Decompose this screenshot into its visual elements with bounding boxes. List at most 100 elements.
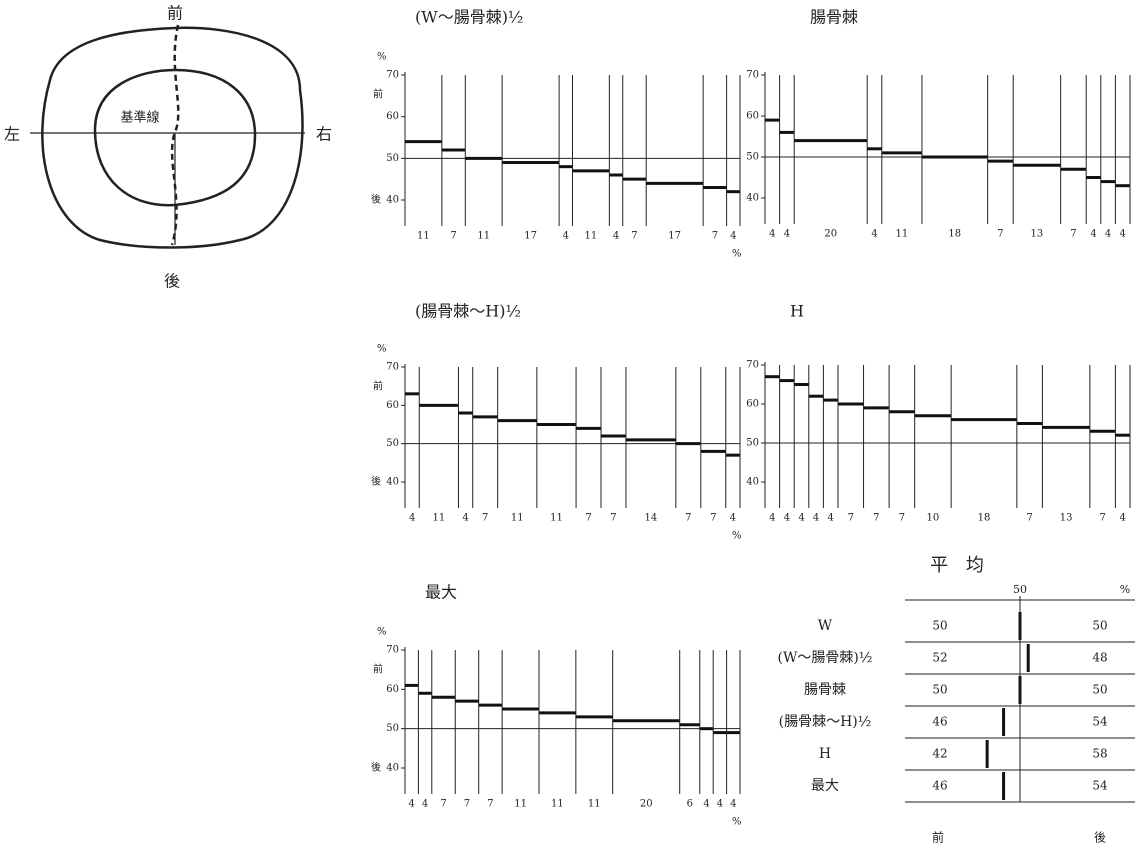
front-axis-label: 前 bbox=[373, 88, 383, 101]
width-label: 7 bbox=[585, 513, 591, 524]
back-axis-label: 後 bbox=[371, 193, 381, 206]
width-label: 4 bbox=[613, 231, 619, 242]
chart-title: (腸骨棘～H)½ bbox=[415, 302, 521, 321]
width-label: 4 bbox=[703, 799, 709, 810]
back-axis-label: 後 bbox=[371, 761, 381, 774]
width-label: 11 bbox=[896, 229, 909, 240]
width-label: 7 bbox=[710, 513, 716, 524]
chart-title: 最大 bbox=[425, 583, 457, 602]
width-label: 7 bbox=[464, 799, 470, 810]
row-label: H bbox=[819, 746, 831, 762]
front-value: 46 bbox=[932, 779, 947, 793]
width-label: 4 bbox=[462, 513, 468, 524]
chart-title: 腸骨棘 bbox=[810, 8, 858, 27]
width-label: 10 bbox=[927, 513, 940, 524]
y-tick-label: 50 bbox=[746, 152, 759, 163]
width-label: 4 bbox=[784, 513, 790, 524]
front-axis-label: 前 bbox=[373, 380, 383, 393]
width-label: 7 bbox=[873, 513, 879, 524]
width-label: 14 bbox=[645, 513, 658, 524]
front-value: 50 bbox=[932, 683, 947, 697]
y-tick-label: 70 bbox=[746, 360, 759, 371]
left-label: 左 bbox=[4, 125, 20, 144]
y-tick-label: 50 bbox=[386, 723, 399, 734]
back-axis-label: 後 bbox=[371, 475, 381, 488]
back-value: 48 bbox=[1092, 651, 1107, 665]
y-unit: % bbox=[377, 52, 387, 63]
front-footer: 前 bbox=[932, 830, 944, 845]
front-value: 52 bbox=[932, 651, 947, 665]
width-label: 4 bbox=[1120, 513, 1126, 524]
width-label: 4 bbox=[784, 229, 790, 240]
inner-contour bbox=[93, 68, 257, 207]
row-label: W bbox=[818, 618, 833, 634]
back-value: 58 bbox=[1092, 747, 1107, 761]
width-label: 11 bbox=[432, 513, 445, 524]
right-label: 右 bbox=[316, 125, 332, 144]
outer-contour bbox=[41, 26, 304, 249]
x-unit: % bbox=[732, 817, 742, 828]
width-label: 7 bbox=[899, 513, 905, 524]
width-label: 4 bbox=[563, 231, 569, 242]
width-label: 4 bbox=[1105, 229, 1111, 240]
back-value: 54 bbox=[1092, 715, 1108, 729]
average-title: 平 均 bbox=[930, 555, 990, 576]
baseline-curve bbox=[170, 24, 180, 246]
baseline-label: 基準線 bbox=[120, 110, 159, 126]
y-tick-label: 60 bbox=[386, 684, 399, 695]
width-label: 4 bbox=[409, 799, 415, 810]
y-unit: % bbox=[377, 627, 387, 638]
x-unit: % bbox=[732, 531, 742, 542]
front-label: 前 bbox=[167, 4, 183, 23]
row-label: 最大 bbox=[811, 778, 839, 794]
y-tick-label: 60 bbox=[746, 399, 759, 410]
width-label: 20 bbox=[640, 799, 653, 810]
width-label: 4 bbox=[813, 513, 819, 524]
row-label: (W～腸骨棘)½ bbox=[778, 650, 873, 666]
y-tick-label: 50 bbox=[386, 153, 399, 164]
width-label: 7 bbox=[610, 513, 616, 524]
y-unit: % bbox=[377, 344, 387, 355]
width-label: 4 bbox=[1090, 229, 1096, 240]
tick-label: 50 bbox=[1013, 583, 1027, 596]
width-label: 7 bbox=[450, 231, 456, 242]
cross-section bbox=[30, 24, 305, 249]
y-tick-label: 40 bbox=[746, 477, 759, 488]
y-tick-label: 70 bbox=[386, 645, 399, 656]
width-label: 4 bbox=[730, 513, 736, 524]
width-label: 11 bbox=[585, 231, 598, 242]
width-label: 13 bbox=[1060, 513, 1073, 524]
width-label: 4 bbox=[769, 513, 775, 524]
row-label: 腸骨棘 bbox=[804, 682, 846, 698]
y-tick-label: 60 bbox=[386, 400, 399, 411]
y-tick-label: 40 bbox=[386, 763, 399, 774]
width-label: 7 bbox=[440, 799, 446, 810]
front-axis-label: 前 bbox=[373, 663, 383, 676]
y-tick-label: 50 bbox=[746, 438, 759, 449]
width-label: 4 bbox=[409, 513, 415, 524]
width-label: 11 bbox=[417, 231, 430, 242]
width-label: 7 bbox=[1070, 229, 1076, 240]
width-label: 7 bbox=[712, 231, 718, 242]
width-label: 7 bbox=[631, 231, 637, 242]
width-label: 7 bbox=[848, 513, 854, 524]
width-label: 11 bbox=[551, 799, 564, 810]
back-value: 54 bbox=[1092, 779, 1108, 793]
width-label: 4 bbox=[769, 229, 775, 240]
width-label: 11 bbox=[511, 513, 524, 524]
width-label: 6 bbox=[687, 799, 693, 810]
width-label: 11 bbox=[477, 231, 490, 242]
unit-label: % bbox=[1120, 583, 1130, 596]
width-label: 11 bbox=[588, 799, 601, 810]
width-label: 4 bbox=[1120, 229, 1126, 240]
y-tick-label: 70 bbox=[386, 70, 399, 81]
width-label: 4 bbox=[730, 799, 736, 810]
back-footer: 後 bbox=[1094, 831, 1106, 845]
width-label: 4 bbox=[828, 513, 834, 524]
y-tick-label: 40 bbox=[746, 193, 759, 204]
width-label: 7 bbox=[482, 513, 488, 524]
back-value: 50 bbox=[1092, 619, 1107, 633]
x-unit: % bbox=[732, 249, 742, 260]
chart-title: H bbox=[790, 302, 804, 321]
